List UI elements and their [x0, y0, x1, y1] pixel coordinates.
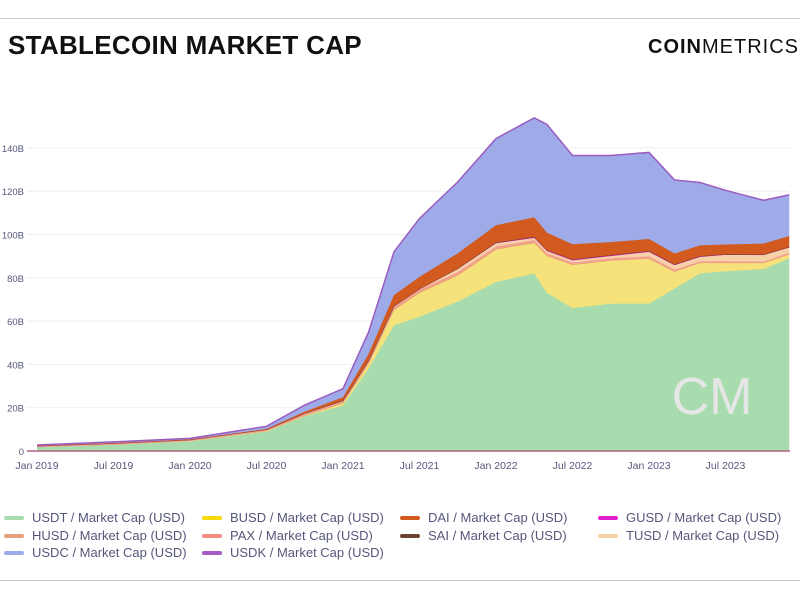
legend: USDT / Market Cap (USD) BUSD / Market Cap… — [0, 507, 800, 567]
y-tick-label: 140B — [2, 144, 24, 155]
x-tick-label: Jul 2023 — [706, 460, 746, 472]
y-tick-label: 40B — [7, 360, 24, 371]
legend-swatch — [202, 515, 222, 520]
legend-label: USDK / Market Cap (USD) — [230, 545, 384, 560]
legend-item-pax[interactable]: PAX / Market Cap (USD) — [202, 528, 373, 543]
y-tick-label: 80B — [7, 274, 24, 285]
legend-swatch — [598, 533, 618, 538]
y-tick-label: 20B — [7, 404, 24, 415]
legend-label: TUSD / Market Cap (USD) — [626, 528, 780, 543]
legend-swatch — [202, 550, 222, 555]
area-usdt — [37, 258, 790, 451]
area-busd — [37, 243, 790, 447]
y-tick-label: 0 — [19, 447, 24, 458]
legend-item-gusd[interactable]: GUSD / Market Cap (USD) — [598, 510, 781, 525]
legend-label: DAI / Market Cap (USD) — [428, 510, 568, 525]
legend-label: SAI / Market Cap (USD) — [428, 528, 567, 543]
y-tick-label: 60B — [7, 317, 24, 328]
x-tick-label: Jul 2019 — [94, 460, 134, 472]
y-tick-label: 120B — [2, 187, 24, 198]
legend-swatch — [4, 550, 24, 555]
y-tick-label: 100B — [2, 231, 24, 242]
legend-item-husd[interactable]: HUSD / Market Cap (USD) — [4, 528, 187, 543]
logo-light: METRICS — [702, 36, 799, 58]
legend-label: USDC / Market Cap (USD) — [32, 545, 187, 560]
legend-swatch — [598, 515, 618, 520]
legend-label: HUSD / Market Cap (USD) — [32, 528, 187, 543]
legend-label: PAX / Market Cap (USD) — [230, 528, 373, 543]
line-dai — [36, 216, 790, 447]
x-tick-label: Jan 2022 — [474, 460, 517, 472]
line-usdk — [36, 116, 790, 446]
stacked-area-chart: CM 0 20B 40B 60B 80B 100B 120B 140B Jan 2019 Jul … — [2, 116, 790, 472]
line-pax — [36, 239, 790, 447]
top-divider — [0, 18, 800, 19]
legend-label: USDT / Market Cap (USD) — [32, 510, 185, 525]
x-tick-label: Jan 2019 — [15, 460, 58, 472]
legend-item-usdk[interactable]: USDK / Market Cap (USD) — [202, 545, 384, 560]
x-tick-label: Jul 2021 — [400, 460, 440, 472]
legend-item-sai[interactable]: SAI / Market Cap (USD) — [400, 528, 567, 543]
logo-bold: COIN — [648, 36, 702, 58]
area-usdc — [37, 117, 790, 446]
x-tick-label: Jan 2020 — [168, 460, 211, 472]
legend-label: BUSD / Market Cap (USD) — [230, 510, 384, 525]
bottom-divider — [0, 580, 800, 581]
chart-title: STABLECOIN MARKET CAP — [8, 30, 362, 60]
x-tick-label: Jan 2021 — [321, 460, 364, 472]
x-tick-label: Jul 2022 — [553, 460, 593, 472]
legend-swatch — [4, 515, 24, 520]
legend-item-usdc[interactable]: USDC / Market Cap (USD) — [4, 545, 187, 560]
legend-item-tusd[interactable]: TUSD / Market Cap (USD) — [598, 528, 779, 543]
legend-swatch — [202, 533, 222, 538]
legend-label: GUSD / Market Cap (USD) — [626, 510, 782, 525]
area-tusd — [37, 237, 790, 447]
legend-item-busd[interactable]: BUSD / Market Cap (USD) — [202, 510, 384, 525]
legend-swatch — [400, 533, 420, 538]
legend-item-dai[interactable]: DAI / Market Cap (USD) — [400, 510, 567, 525]
watermark: CM — [672, 368, 753, 426]
legend-swatch — [4, 533, 24, 538]
legend-swatch — [400, 515, 420, 520]
coinmetrics-logo: COINMETRICS — [648, 36, 799, 59]
legend-item-usdt[interactable]: USDT / Market Cap (USD) — [4, 510, 185, 525]
x-tick-label: Jan 2023 — [627, 460, 670, 472]
x-tick-label: Jul 2020 — [247, 460, 287, 472]
